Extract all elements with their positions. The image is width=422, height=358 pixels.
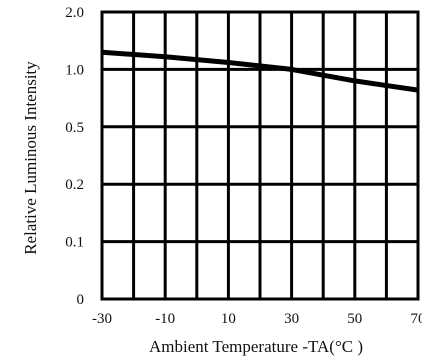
y-tick-label: 0 (77, 292, 85, 308)
x-tick-label: 30 (284, 311, 299, 327)
x-axis-label: Ambient Temperature -TA(°C ) (149, 337, 363, 356)
x-tick-label: -30 (92, 311, 112, 327)
x-tick-label: -10 (155, 311, 175, 327)
x-tick-label: 10 (221, 311, 236, 327)
x-tick-label: 50 (347, 311, 362, 327)
x-tick-labels: -30 -10 10 30 50 70 (92, 311, 422, 327)
series-line (101, 49, 419, 93)
y-tick-label: 0.1 (65, 235, 84, 251)
y-tick-label: 0.5 (65, 120, 84, 136)
series-layer (101, 49, 419, 93)
y-tick-labels: 0 0.1 0.2 0.5 1.0 2.0 (65, 5, 84, 308)
plot-border (100, 10, 420, 301)
y-tick-label: 2.0 (65, 5, 84, 21)
y-tick-label: 1.0 (65, 62, 84, 78)
plot-frame (100, 10, 420, 301)
y-axis-label: Relative Luminous Intensity (21, 61, 40, 255)
x-tick-label: 70 (411, 311, 422, 327)
y-tick-label: 0.2 (65, 177, 84, 193)
